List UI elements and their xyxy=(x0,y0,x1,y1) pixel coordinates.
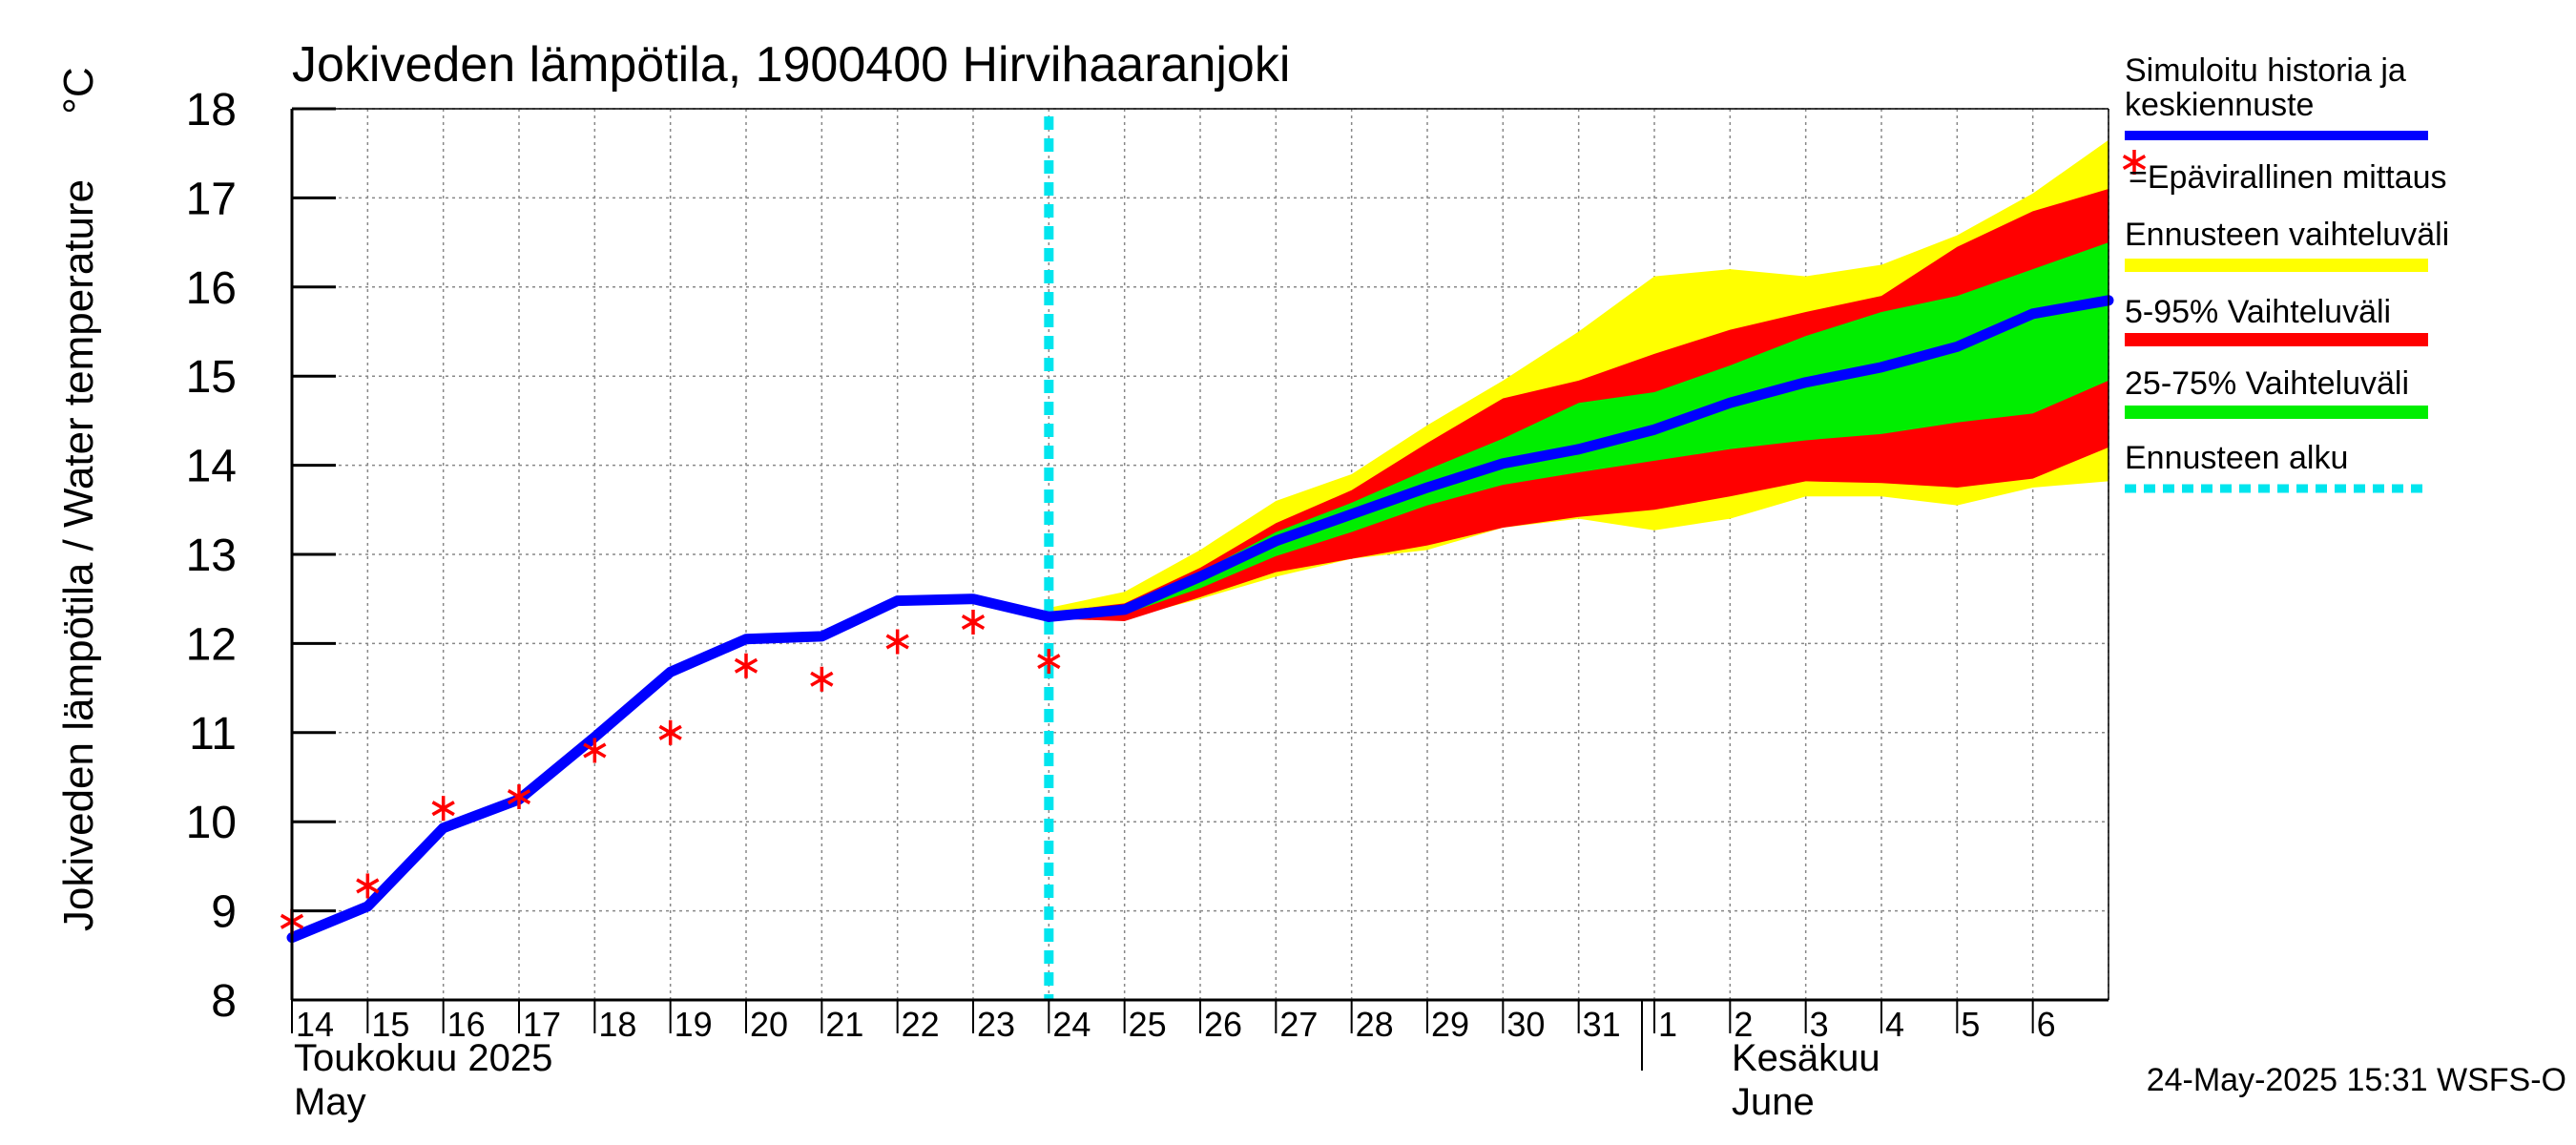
x-tick-label: 1 xyxy=(1658,1005,1677,1044)
month-label-may-fi: Toukokuu 2025 xyxy=(294,1037,552,1079)
x-tick-label: 27 xyxy=(1279,1005,1318,1044)
observation-marker xyxy=(961,609,986,635)
x-tick-label: 23 xyxy=(977,1005,1015,1044)
x-tick-label: 19 xyxy=(675,1005,713,1044)
chart-title: Jokiveden lämpötila, 1900400 Hirvihaaran… xyxy=(292,37,1290,93)
x-tick-label: 16 xyxy=(447,1005,486,1044)
y-tick-label: 18 xyxy=(186,85,237,135)
y-tick-label: 9 xyxy=(211,887,237,938)
x-tick-label: 22 xyxy=(902,1005,940,1044)
observation-marker xyxy=(734,653,758,678)
y-tick-label: 8 xyxy=(211,976,237,1027)
x-tick-label: 21 xyxy=(825,1005,863,1044)
y-axis-unit: °C xyxy=(55,67,102,114)
x-tick-label: 31 xyxy=(1583,1005,1621,1044)
y-tick-label: 16 xyxy=(186,263,237,314)
x-tick-label: 6 xyxy=(2037,1005,2056,1044)
y-tick-label: 10 xyxy=(186,798,237,848)
x-tick-label: 2 xyxy=(1734,1005,1753,1044)
observation-marker xyxy=(356,873,380,899)
observation-marker xyxy=(810,666,834,692)
x-tick-label: 17 xyxy=(523,1005,561,1044)
month-label-june-fi: Kesäkuu xyxy=(1732,1037,1880,1079)
x-tick-label: 5 xyxy=(1961,1005,1980,1044)
y-tick-label: 12 xyxy=(186,619,237,670)
x-tick-label: 18 xyxy=(598,1005,636,1044)
legend-label-forecast-start: Ennusteen alku xyxy=(2125,440,2348,476)
legend-label-25-75: 25-75% Vaihteluväli xyxy=(2125,365,2409,402)
x-tick-label: 25 xyxy=(1129,1005,1167,1044)
x-tick-label: 29 xyxy=(1431,1005,1469,1044)
month-label-june-en: June xyxy=(1732,1081,1815,1123)
legend: Simuloitu historia ja keskiennuste =Epävir… xyxy=(2122,52,2449,493)
legend-label-5-95: 5-95% Vaihteluväli xyxy=(2125,294,2391,330)
simulated-history-line xyxy=(286,593,1054,944)
legend-label-history: Simuloitu historia ja keskiennuste xyxy=(2125,52,2406,123)
x-tick-label: 15 xyxy=(371,1005,409,1044)
legend-label-forecast-range: Ennusteen vaihteluväli xyxy=(2125,217,2449,253)
observation-marker xyxy=(885,629,909,655)
y-tick-label: 13 xyxy=(186,531,237,581)
band-forecast-range xyxy=(1049,139,2109,619)
observation-marker xyxy=(1037,649,1061,675)
observation-marker xyxy=(658,719,682,745)
median-forecast-line xyxy=(1043,295,2114,622)
x-tick-label: 3 xyxy=(1810,1005,1829,1044)
observation-marker xyxy=(583,738,607,763)
x-tick-label: 4 xyxy=(1885,1005,1904,1044)
series-lines xyxy=(280,116,2114,1000)
timestamp: 24-May-2025 15:31 WSFS-O xyxy=(2147,1062,2566,1098)
y-tick-label: 14 xyxy=(186,442,237,492)
observation-marker xyxy=(431,796,455,822)
y-tick-label: 15 xyxy=(186,352,237,403)
month-label-may-en: May xyxy=(294,1081,366,1123)
x-tick-label: 14 xyxy=(296,1005,334,1044)
y-tick-label: 11 xyxy=(189,709,237,760)
x-tick-label: 26 xyxy=(1204,1005,1242,1044)
x-tick-label: 20 xyxy=(750,1005,788,1044)
legend-swatch-observation xyxy=(2122,150,2147,175)
x-tick-label: 30 xyxy=(1506,1005,1545,1044)
y-axis-label: Jokiveden lämpötila / Water temperature xyxy=(55,179,102,931)
x-tick-label: 28 xyxy=(1356,1005,1394,1044)
x-tick-label: 24 xyxy=(1052,1005,1091,1044)
legend-label-observation: =Epävirallinen mittaus xyxy=(2129,159,2447,196)
observation-marker xyxy=(507,784,531,810)
y-tick-label: 17 xyxy=(186,174,237,224)
